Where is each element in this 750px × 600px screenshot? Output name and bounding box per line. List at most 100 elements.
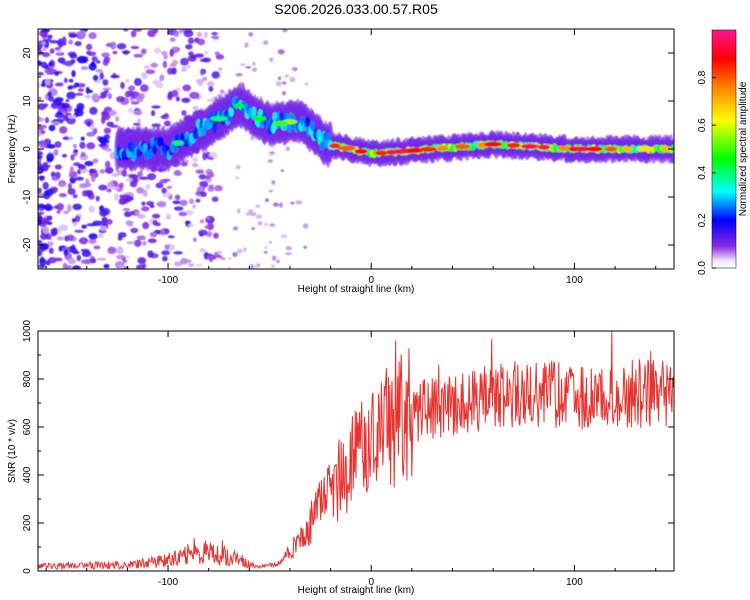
spectrogram-cell	[174, 194, 181, 201]
spectrogram-cell	[284, 74, 289, 78]
spectrogram-cell	[151, 105, 161, 109]
spectrogram-cell	[91, 93, 100, 100]
spectrogram-cell	[80, 66, 89, 71]
spectrogram-cell	[57, 57, 66, 64]
spectrogram-cell	[81, 224, 87, 229]
spectrogram-cell	[125, 255, 130, 259]
spectrogram-cell	[54, 141, 62, 148]
spectrogram-cell	[161, 187, 167, 194]
spectrogram-cell	[436, 145, 449, 151]
spectrogram-cell	[50, 227, 58, 236]
spectrogram-cell	[38, 155, 43, 160]
spectrogram-cell	[58, 183, 66, 187]
spectrogram-cell	[51, 121, 60, 125]
spectrogram-cell	[319, 140, 325, 151]
spectrogram-cell	[250, 264, 254, 269]
spectrogram-cell	[214, 51, 220, 56]
spectrogram-cell	[63, 77, 68, 84]
spectrogram-cell	[272, 120, 288, 126]
spectrogram-cell	[56, 50, 63, 54]
spectrogram-cell	[79, 141, 86, 149]
spectrogram-cell	[278, 111, 284, 122]
spectrogram-cell	[209, 258, 213, 263]
spectrogram-cell	[56, 236, 65, 241]
snr-x-axis-label: Height of straight line (km)	[298, 585, 415, 596]
spectrogram-cell	[38, 169, 42, 173]
spectrogram-cell	[98, 184, 108, 191]
spectrogram-cell	[182, 84, 192, 92]
spectrogram-cell	[40, 130, 46, 135]
spectrogram-cell	[250, 212, 257, 217]
spectrogram-cell	[255, 204, 261, 208]
spectrogram-cell	[74, 215, 81, 223]
spectrogram-cell	[303, 245, 308, 249]
spectrogram-cell	[216, 93, 223, 98]
spectrogram-cell	[44, 117, 50, 124]
spectrogram-cell	[50, 102, 59, 109]
snr-y-axis-label: SNR (10 * v/v)	[7, 419, 18, 483]
spectrogram-cell	[185, 209, 194, 216]
spectrogram-cell	[208, 156, 214, 161]
spectrogram-cell	[202, 152, 207, 161]
spectrogram-cell	[133, 77, 142, 86]
spectrogram-cell	[180, 257, 189, 265]
spectrogram-cell	[42, 226, 50, 235]
spectrogram-cell	[116, 246, 124, 255]
spectrogram-cell	[48, 61, 55, 67]
spectrogram-cell	[200, 125, 206, 136]
spectrogram-cell	[152, 219, 158, 226]
spectrogram-cell	[124, 78, 130, 83]
spectrogram-cell	[42, 182, 49, 190]
spectrogram-cell	[88, 238, 97, 244]
spectrogram-cell	[103, 263, 110, 269]
spectrogram-cell	[183, 29, 194, 38]
spectrogram-cell	[72, 251, 80, 255]
spectrogram-cell	[280, 169, 285, 172]
spectrogram-cell	[195, 169, 205, 174]
spectrogram-cell	[74, 229, 85, 233]
spectrogram-cell	[95, 68, 103, 73]
spectrogram-cell	[419, 146, 437, 152]
spectrogram-cell	[267, 159, 274, 163]
spectrogram-cell	[38, 60, 42, 67]
spectrogram-cell	[74, 41, 82, 47]
spectrogram-y-tick-label: 0	[22, 146, 33, 152]
spectrogram-cell	[86, 43, 93, 51]
spectrogram-cell	[62, 153, 68, 158]
spectrogram-cell	[57, 38, 64, 46]
spectrogram-cell	[270, 264, 276, 269]
spectrogram-cell	[140, 84, 149, 92]
snr-y-tick-label: 200	[22, 514, 33, 531]
spectrogram-cell	[66, 91, 76, 100]
spectrogram-cell	[146, 173, 157, 181]
spectrogram-cell	[135, 264, 146, 269]
spectrogram-cell	[187, 263, 195, 267]
spectrogram-cell	[250, 226, 256, 231]
spectrogram-cell	[213, 232, 219, 239]
spectrogram-cell	[141, 206, 150, 212]
spectrogram-cell	[119, 196, 127, 203]
spectrogram-cell	[211, 32, 218, 36]
spectrogram-cell	[202, 76, 208, 81]
spectrogram-cell	[252, 67, 258, 73]
spectrogram-cell	[136, 186, 144, 194]
spectrogram-cell	[88, 233, 98, 240]
spectrogram-cell	[112, 186, 120, 190]
spectrogram-cell	[143, 65, 151, 70]
spectrogram-cell	[180, 57, 189, 66]
spectrogram-cell	[282, 29, 288, 33]
spectrogram-cell	[42, 164, 51, 168]
spectrogram-cell	[54, 71, 60, 76]
spectrogram-cell	[88, 32, 97, 40]
spectrogram-cell	[141, 201, 146, 206]
spectrogram-cell	[40, 29, 51, 33]
spectrogram-cell	[76, 57, 81, 61]
spectrogram-cell	[235, 176, 240, 180]
spectrogram-cell	[88, 205, 95, 213]
spectrogram-cell	[136, 213, 146, 219]
spectrogram-cell	[210, 116, 228, 122]
spectrogram-cell	[195, 191, 199, 195]
spectrogram-cell	[235, 164, 241, 170]
